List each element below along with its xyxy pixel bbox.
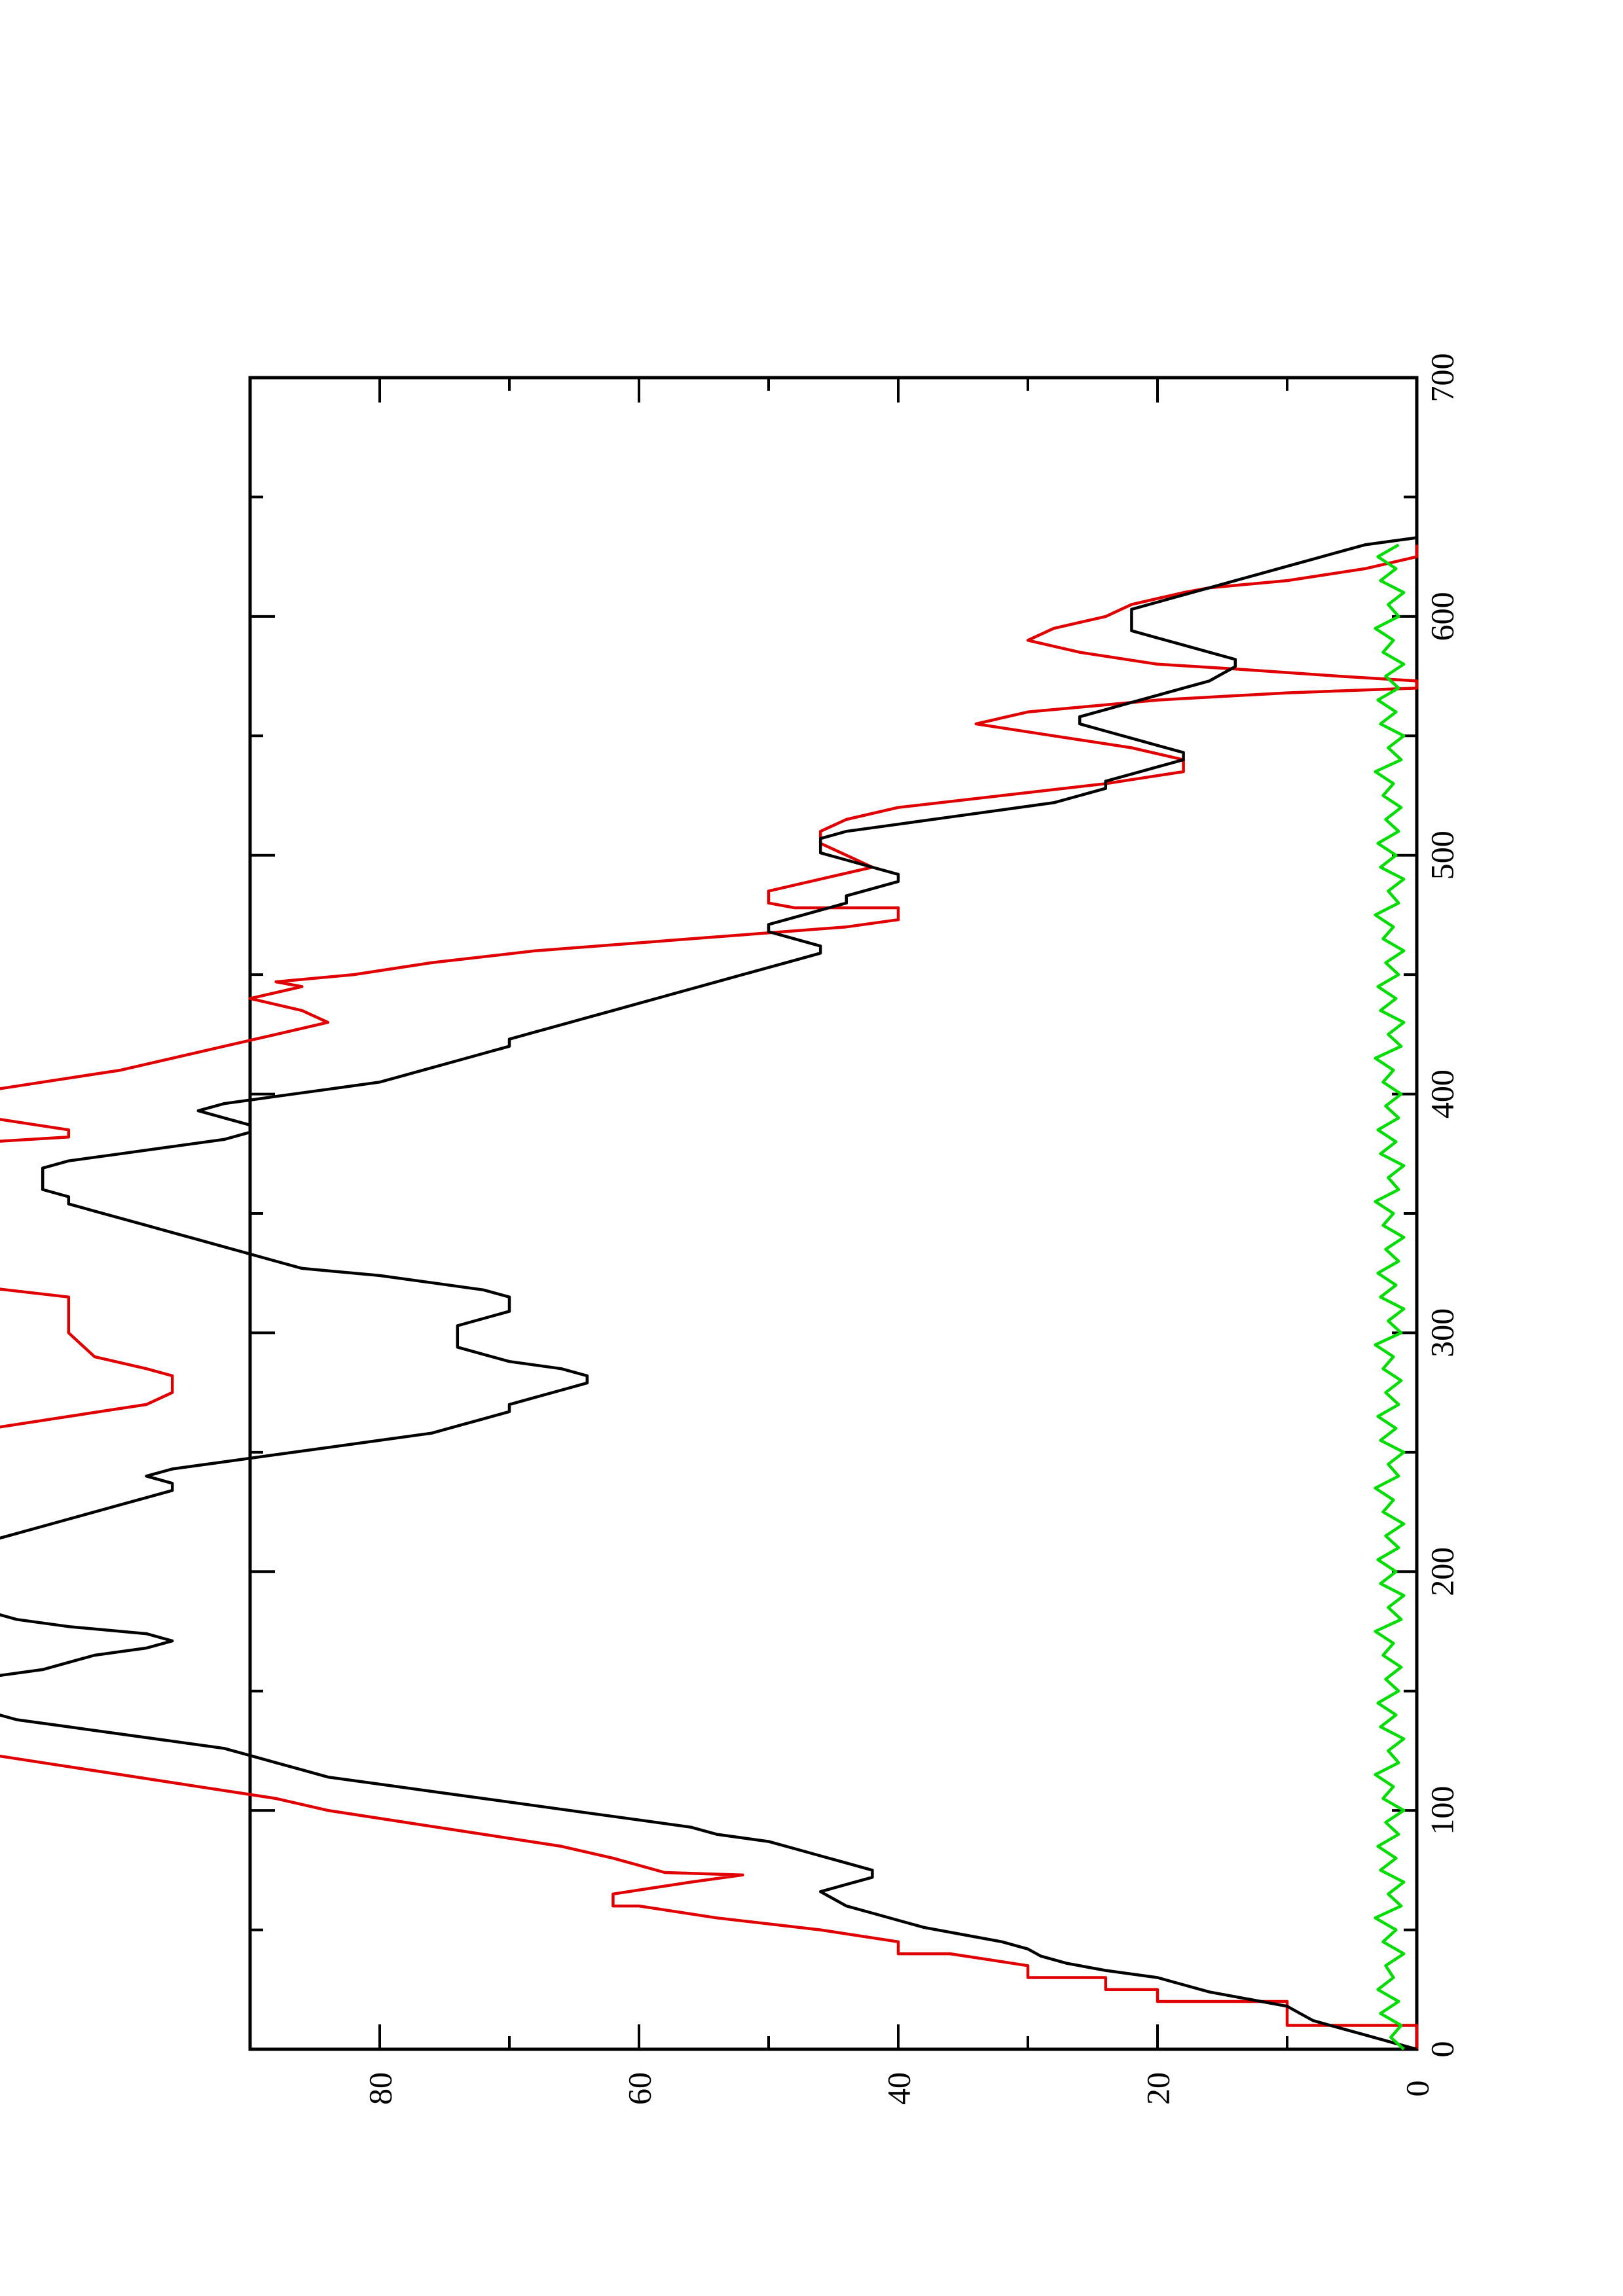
black-series-line — [0, 536, 1417, 2051]
axis-ticks — [249, 376, 1418, 2051]
data-series — [0, 536, 1419, 2051]
plot-frame — [248, 376, 1419, 2051]
x-tick-label: 200 — [1424, 1547, 1461, 1596]
x-tick-label: 500 — [1424, 831, 1461, 880]
y-tick-label: 20 — [1140, 2072, 1176, 2105]
x-tick-label: 100 — [1424, 1786, 1461, 1835]
y-tick-label: 80 — [362, 2072, 399, 2105]
y-tick-label: 60 — [621, 2072, 658, 2105]
x-tick-label: 0 — [1424, 2041, 1461, 2058]
x-tick-label: 400 — [1424, 1069, 1461, 1119]
y-tick-label: 40 — [881, 2072, 917, 2105]
y-tick-label: 0 — [1399, 2081, 1436, 2097]
axis-tick-labels: 0 100 200 300 400 500 600 700 0 20 40 60 80 — [362, 353, 1461, 2106]
red-series-line — [0, 545, 1419, 2049]
x-tick-label: 300 — [1424, 1308, 1461, 1357]
x-tick-label: 600 — [1424, 592, 1461, 641]
green-series-line — [1374, 543, 1406, 2051]
x-tick-label: 700 — [1424, 353, 1461, 403]
